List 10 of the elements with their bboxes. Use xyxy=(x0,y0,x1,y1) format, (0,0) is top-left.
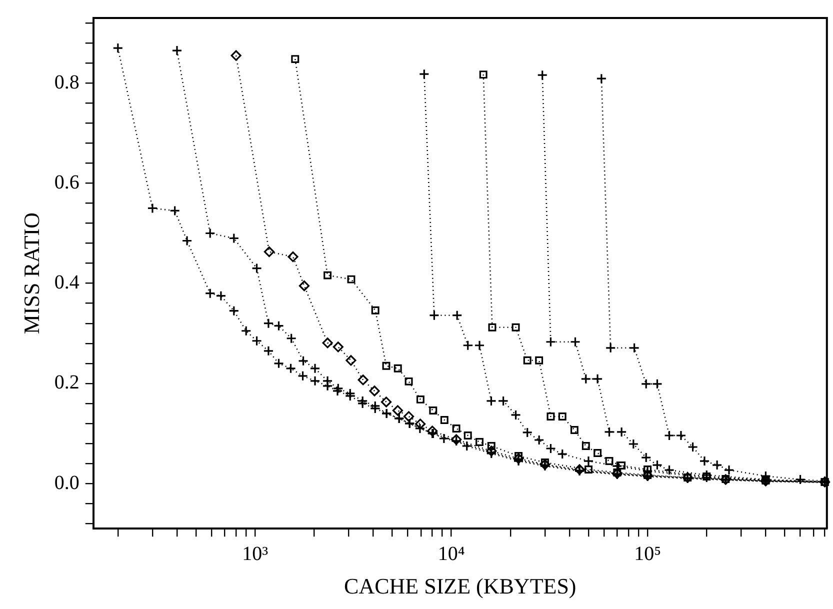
x-tick-label: 10³ xyxy=(242,542,268,565)
y-tick-label: 0.8 xyxy=(54,71,80,94)
y-tick-label: 0.4 xyxy=(54,272,80,294)
y-tick-label: 0.0 xyxy=(54,472,80,494)
x-tick-label: 10⁴ xyxy=(438,542,465,565)
y-axis-title: MISS RATIO xyxy=(18,212,44,334)
y-tick-label: 0.6 xyxy=(54,171,80,194)
y-tick-label: 0.2 xyxy=(54,372,80,394)
x-tick-label: 10⁵ xyxy=(634,542,662,565)
x-axis-title: CACHE SIZE (KBYTES) xyxy=(344,574,576,599)
